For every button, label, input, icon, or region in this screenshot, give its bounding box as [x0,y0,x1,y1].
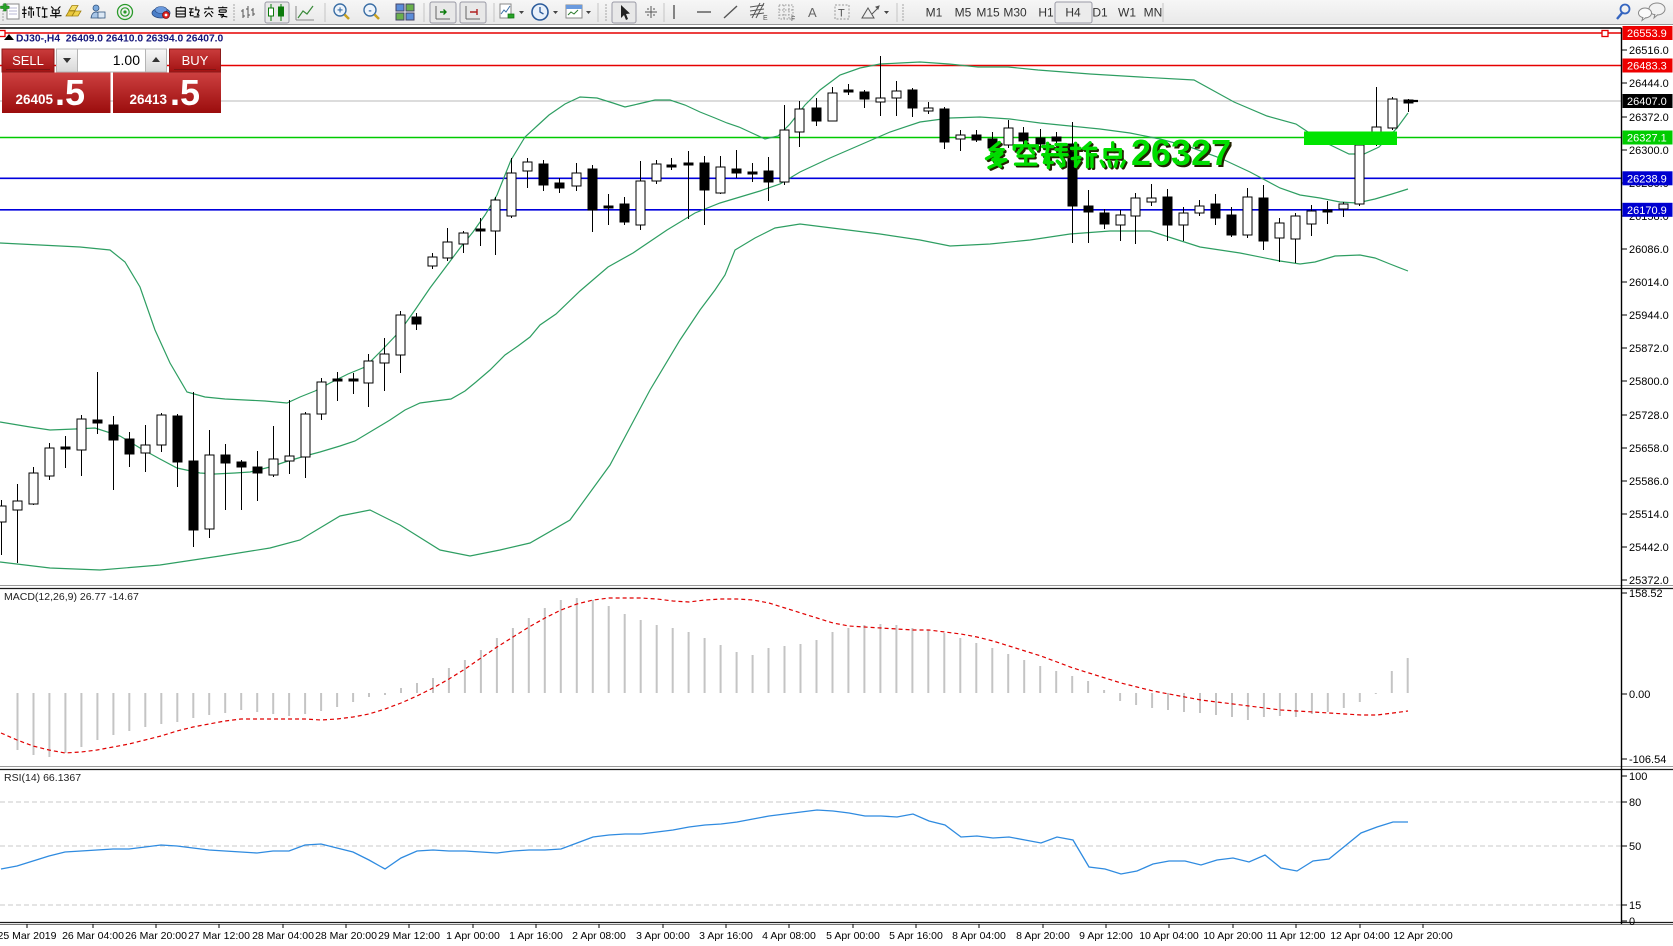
svg-text:3 Apr 00:00: 3 Apr 00:00 [636,930,690,942]
svg-text:26483.3: 26483.3 [1627,61,1667,73]
svg-text:25372.0: 25372.0 [1629,575,1669,587]
svg-text:26238.9: 26238.9 [1627,173,1667,185]
svg-text:26 Mar 20:00: 26 Mar 20:00 [125,930,187,942]
svg-text:100: 100 [1629,771,1647,783]
svg-text:5 Apr 00:00: 5 Apr 00:00 [826,930,880,942]
svg-text:26 Mar 04:00: 26 Mar 04:00 [62,930,124,942]
svg-text:26327: 26327 [1133,134,1233,175]
svg-text:11 Apr 12:00: 11 Apr 12:00 [1267,930,1326,942]
svg-text:26405: 26405 [15,92,53,107]
svg-text:25872.0: 25872.0 [1629,343,1669,355]
svg-text:4 Apr 08:00: 4 Apr 08:00 [762,930,816,942]
svg-text:W1: W1 [1118,6,1136,20]
svg-text:RSI(14) 66.1367: RSI(14) 66.1367 [4,772,81,784]
svg-text:2 Apr 08:00: 2 Apr 08:00 [572,930,626,942]
svg-text:25658.0: 25658.0 [1629,443,1669,455]
svg-text:28 Mar 04:00: 28 Mar 04:00 [252,930,314,942]
svg-text:H1: H1 [1038,6,1054,20]
svg-text:SELL: SELL [12,53,44,68]
svg-text:12 Apr 20:00: 12 Apr 20:00 [1393,930,1453,942]
svg-text:27 Mar 12:00: 27 Mar 12:00 [188,930,250,942]
svg-text:26086.0: 26086.0 [1629,244,1669,256]
svg-text:26516.0: 26516.0 [1629,45,1669,57]
svg-text:25586.0: 25586.0 [1629,476,1669,488]
svg-text:12 Apr 04:00: 12 Apr 04:00 [1330,930,1390,942]
svg-text:26407.0: 26407.0 [1627,96,1667,108]
svg-text:80: 80 [1629,797,1641,809]
svg-text:29 Mar 12:00: 29 Mar 12:00 [378,930,440,942]
svg-text:15: 15 [1629,900,1641,912]
svg-text:26444.0: 26444.0 [1629,78,1669,90]
svg-text:DJ30-,H4 26409.0 26410.0 2639: DJ30-,H4 26409.0 26410.0 26394.0 26407.0 [16,34,224,45]
svg-text:25728.0: 25728.0 [1629,410,1669,422]
svg-text:25 Mar 2019: 25 Mar 2019 [0,930,57,942]
svg-text:28 Mar 20:00: 28 Mar 20:00 [315,930,377,942]
svg-text:10 Apr 04:00: 10 Apr 04:00 [1139,930,1199,942]
svg-text:26327: 26327 [1131,132,1231,173]
svg-text:26372.0: 26372.0 [1629,112,1669,124]
svg-text:+: + [337,6,343,17]
svg-text:E: E [763,15,768,22]
svg-text:10 Apr 20:00: 10 Apr 20:00 [1203,930,1263,942]
svg-text:8 Apr 20:00: 8 Apr 20:00 [1016,930,1070,942]
svg-text:26300.0: 26300.0 [1629,145,1669,157]
svg-text:D1: D1 [1092,6,1108,20]
svg-text:M30: M30 [1003,6,1027,20]
svg-text:.5: .5 [55,72,85,113]
svg-text:0.00: 0.00 [1629,689,1650,701]
svg-text:-106.54: -106.54 [1629,754,1666,766]
svg-text:50: 50 [1629,841,1641,853]
svg-text:158.52: 158.52 [1629,588,1663,600]
svg-text:26327.1: 26327.1 [1627,133,1667,145]
svg-text:-: - [368,6,371,17]
svg-text:MN: MN [1144,6,1163,20]
svg-text:H4: H4 [1065,6,1081,20]
svg-text:M15: M15 [976,6,1000,20]
svg-text:A: A [808,5,817,20]
svg-text:.5: .5 [170,72,200,113]
svg-text:3 Apr 16:00: 3 Apr 16:00 [699,930,753,942]
svg-text:25514.0: 25514.0 [1629,509,1669,521]
svg-text:25800.0: 25800.0 [1629,376,1669,388]
svg-text:25442.0: 25442.0 [1629,542,1669,554]
svg-text:8 Apr 04:00: 8 Apr 04:00 [952,930,1006,942]
svg-text:1 Apr 16:00: 1 Apr 16:00 [509,930,563,942]
svg-text:1 Apr 00:00: 1 Apr 00:00 [446,930,500,942]
svg-text:M5: M5 [955,6,972,20]
svg-text:M1: M1 [926,6,943,20]
svg-text:F: F [791,16,795,23]
svg-text:0: 0 [1629,916,1635,928]
svg-text:26553.9: 26553.9 [1627,28,1667,40]
svg-text:26413: 26413 [129,92,167,107]
svg-text:T: T [838,8,845,20]
svg-text:26170.9: 26170.9 [1627,205,1667,217]
svg-text:1.00: 1.00 [113,52,140,68]
svg-text:25944.0: 25944.0 [1629,310,1669,322]
svg-text:BUY: BUY [182,53,209,68]
svg-text:26014.0: 26014.0 [1629,277,1669,289]
svg-text:9 Apr 12:00: 9 Apr 12:00 [1079,930,1133,942]
svg-text:MACD(12,26,9) 26.77 -14.67: MACD(12,26,9) 26.77 -14.67 [4,591,139,603]
svg-text:5 Apr 16:00: 5 Apr 16:00 [889,930,943,942]
